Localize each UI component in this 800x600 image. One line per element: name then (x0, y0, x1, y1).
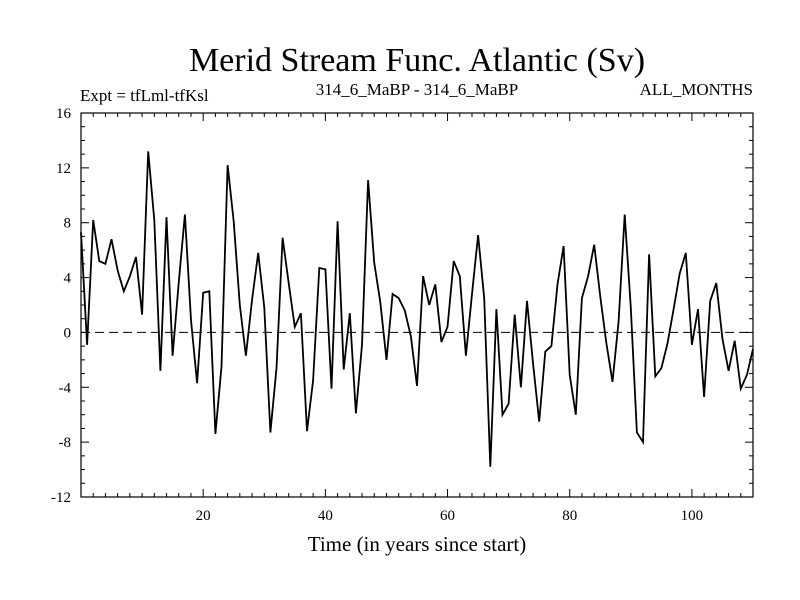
subtitle-experiment: Expt = tfLml-tfKsl (80, 86, 209, 105)
y-tick-label: 12 (56, 161, 71, 177)
y-tick-label: 8 (64, 216, 72, 232)
x-tick-label: 80 (562, 508, 577, 524)
y-tick-label: -4 (59, 380, 72, 396)
series-line (80, 151, 754, 467)
y-tick-label: 0 (64, 325, 72, 341)
subtitle-months: ALL_MONTHS (640, 80, 753, 99)
y-tick-label: -8 (59, 435, 72, 451)
y-tick-label: 16 (56, 106, 72, 122)
x-tick-label: 40 (318, 508, 333, 524)
y-tick-label: 4 (64, 271, 72, 287)
x-axis-label: Time (in years since start) (308, 532, 527, 556)
x-tick-label: 100 (681, 508, 704, 524)
subtitle-period: 314_6_MaBP - 314_6_MaBP (316, 80, 518, 99)
chart-title: Merid Stream Func. Atlantic (Sv) (189, 42, 645, 79)
y-tick-label: -12 (51, 490, 71, 506)
x-tick-label: 20 (196, 508, 211, 524)
x-tick-label: 60 (440, 508, 455, 524)
